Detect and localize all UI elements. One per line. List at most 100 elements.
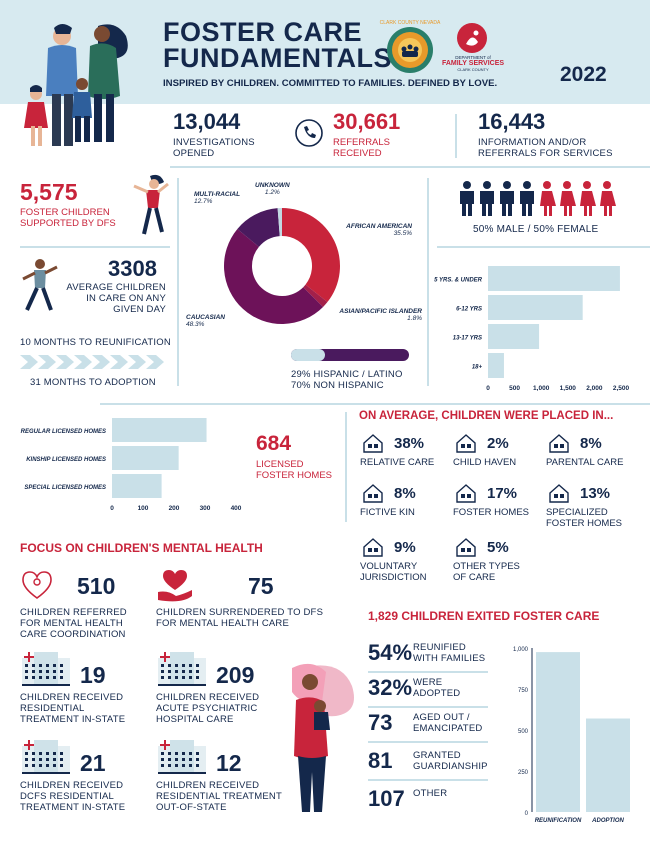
house-icon: [456, 538, 476, 557]
axis-tick-label: 2,500: [613, 385, 630, 392]
placement-label: OTHER TYPES OF CARE: [453, 561, 520, 583]
donut-label-caucasian: CAUCASIAN 48.3%: [186, 314, 225, 328]
hospital-icon: [22, 652, 70, 686]
placement-label: FICTIVE KIN: [360, 507, 415, 518]
donut-slice: [282, 208, 340, 303]
tagline: INSPIRED BY CHILDREN. COMMITTED TO FAMIL…: [163, 78, 498, 89]
hospital-icon: [158, 652, 206, 686]
mental-referred-value: 510: [77, 573, 116, 599]
year: 2022: [560, 63, 607, 86]
mental-surrendered-value: 75: [248, 573, 274, 599]
exited-title: 1,829 CHILDREN EXITED FOSTER CARE: [368, 609, 600, 623]
placement-percent: 17%: [487, 485, 518, 502]
exited-value: 32%: [368, 675, 413, 700]
reunification-months: 10 MONTHS TO REUNIFICATION: [20, 337, 171, 348]
exited-label: AGED OUT / EMANCIPATED: [413, 712, 483, 734]
divider: [345, 412, 347, 522]
divider: [437, 246, 650, 248]
mental-label: CHILDREN RECEIVED ACUTE PSYCHIATRIC HOSPIT…: [156, 692, 260, 725]
donut-slice: [303, 284, 328, 307]
placement-label: VOLUNTARY JURISDICTION: [360, 561, 427, 583]
bar-category-label: REUNIFICATION: [535, 818, 582, 824]
male-person-icon: [520, 181, 534, 216]
axis-tick-label: 0: [525, 811, 529, 817]
dfs-logo-text: DEPARTMENT of FAMILY SERVICES CLARK COUN…: [441, 55, 505, 72]
exited-label: WERE ADOPTED: [413, 677, 461, 699]
mental-label: CHILDREN RECEIVED RESIDENTIAL TREATMENT IN…: [20, 692, 126, 725]
donut-label-asian: ASIAN/PACIFIC ISLANDER 1.8%: [339, 308, 422, 322]
female-person-icon: [560, 181, 576, 216]
avg-children-label: AVERAGE CHILDREN IN CARE ON ANY GIVEN DAY: [66, 282, 166, 315]
divider: [368, 671, 488, 673]
adoption-months: 31 MONTHS TO ADOPTION: [30, 377, 156, 388]
mental-value: 12: [216, 750, 242, 776]
bar-category-label: 18+: [472, 365, 483, 371]
divider: [455, 114, 457, 158]
placement-label: CHILD HAVEN: [453, 457, 517, 468]
woman-child-illustration: [292, 663, 354, 812]
placement-percent: 13%: [580, 485, 611, 502]
mental-surrendered-label: CHILDREN SURRENDERED TO DFS FOR MENTAL HE…: [156, 607, 324, 629]
bar-category-label: SPECIAL LICENSED HOMES: [24, 485, 106, 491]
stat-referrals-value: 30,661: [333, 109, 401, 134]
hospital-icon: [22, 740, 70, 774]
bar: [488, 324, 540, 349]
exited-value: 73: [368, 710, 393, 735]
placement-label: SPECIALIZED FOSTER HOMES: [546, 507, 623, 529]
donut-label-multiracial: MULTI-RACIAL 12.7%: [194, 191, 241, 205]
chevron-arrows-icon: [20, 355, 164, 369]
placement-percent: 5%: [487, 539, 509, 556]
bar: [488, 295, 583, 320]
placement-label: PARENTAL CARE: [546, 457, 624, 468]
axis-tick-label: 1,000: [533, 385, 550, 392]
dfs-logo-icon: [457, 23, 487, 53]
donut-slice: [237, 208, 280, 247]
heart-person-icon: [22, 571, 52, 599]
axis-tick-label: 100: [138, 505, 149, 512]
house-icon: [549, 434, 569, 453]
stat-information-label: INFORMATION AND/OR REFERRALS FOR SERVICES: [478, 137, 613, 159]
mental-value: 21: [80, 750, 106, 776]
house-icon: [456, 484, 476, 503]
hispanic-progress-bar: [291, 349, 409, 361]
page-title: FOSTER CARE FUNDAMENTALS: [163, 17, 392, 73]
axis-tick-label: 750: [518, 688, 529, 694]
male-person-icon: [460, 181, 474, 216]
house-icon: [363, 484, 383, 503]
licensed-homes-value: 684: [256, 432, 292, 455]
bar: [112, 474, 162, 498]
axis-tick-label: 2,000: [586, 385, 603, 392]
axis-tick-label: 0: [486, 385, 490, 392]
age-bar-chart: 5 YRS. & UNDER 6-12 YRS 13-17 YRS 18+ 0 500 1,…: [434, 266, 630, 392]
divider: [368, 741, 488, 743]
divider: [20, 246, 170, 248]
family-illustration: [24, 24, 128, 146]
placement-percent: 38%: [394, 435, 425, 452]
house-icon: [549, 484, 569, 503]
placement-percent: 2%: [487, 435, 509, 452]
bar: [488, 266, 620, 291]
hospital-icon: [158, 740, 206, 774]
mental-label: CHILDREN RECEIVED RESIDENTIAL TREATMENT OU…: [156, 780, 282, 813]
placement-percent: 8%: [394, 485, 416, 502]
licensed-homes-bar-chart: REGULAR LICENSED HOMES KINSHIP LICENSED H…: [21, 418, 242, 512]
exited-label: REUNIFIED WITH FAMILIES: [413, 642, 486, 664]
bar: [112, 446, 179, 470]
female-person-icon: [540, 181, 556, 216]
exited-label: OTHER: [413, 788, 448, 799]
phone-icon: [295, 119, 323, 147]
bar-category-label: REGULAR LICENSED HOMES: [21, 429, 106, 435]
house-icon: [456, 434, 476, 453]
ethnicity-donut-chart: [223, 208, 340, 325]
donut-label-african-american: AFRICAN AMERICAN 35.5%: [346, 223, 412, 237]
bar: [488, 353, 504, 378]
house-icon: [363, 434, 383, 453]
seal-text: CLARK COUNTY NEVADA: [379, 20, 441, 26]
divider: [368, 779, 488, 781]
axis-tick-label: 500: [518, 729, 529, 735]
foster-children-label: FOSTER CHILDREN SUPPORTED BY DFS: [20, 207, 116, 229]
house-icon: [363, 538, 383, 557]
hand-heart-icon: [158, 570, 192, 602]
stat-investigations-label: INVESTIGATIONS OPENED: [173, 137, 255, 159]
donut-slice: [277, 208, 282, 237]
